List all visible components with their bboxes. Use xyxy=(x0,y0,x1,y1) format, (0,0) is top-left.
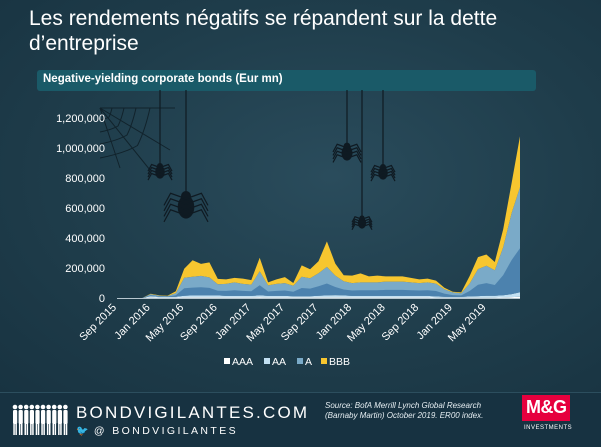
chart-title: Les rendements négatifs se répandent sur… xyxy=(29,7,498,55)
y-tick-label: 1,200,000 xyxy=(56,113,105,125)
legend-swatch-bbb xyxy=(321,358,327,364)
x-tick-label: Sep 2018 xyxy=(380,302,422,344)
background xyxy=(0,0,601,392)
area-aaa xyxy=(117,296,520,298)
area-bbb xyxy=(117,136,520,298)
footer: BONDVIGILANTES.COM 🐦 @ BONDVIGILANTES Sou… xyxy=(0,392,601,447)
twitter-handle-text: @ BONDVIGILANTES xyxy=(93,425,239,437)
mg-logo-text: M&G xyxy=(526,397,567,417)
mg-logo: M&G INVESTMENTS xyxy=(522,395,592,441)
legend-label-bbb: BBB xyxy=(329,356,350,368)
subtitle-bar: Negative-yielding corporate bonds (Eur m… xyxy=(37,70,536,91)
area-chart: 0 200,000 400,000 600,000 800,000 1,000,000 1,… xyxy=(56,90,520,368)
source-note: Source: BofA Merrill Lynch Global Resear… xyxy=(325,401,484,420)
legend-swatch-a xyxy=(297,358,303,364)
legend-label-aaa: AAA xyxy=(232,356,253,368)
y-tick-label: 200,000 xyxy=(65,263,105,275)
legend-label-a: A xyxy=(305,356,312,368)
area-a-shade xyxy=(117,248,520,298)
legend-swatch-aa xyxy=(264,358,270,364)
chart-subtitle: Negative-yielding corporate bonds (Eur m… xyxy=(43,73,283,85)
y-tick-label: 600,000 xyxy=(65,203,105,215)
mg-logo-icon xyxy=(522,395,570,421)
area-aa xyxy=(117,292,520,298)
legend-swatch-aaa xyxy=(224,358,230,364)
y-tick-label: 0 xyxy=(99,293,105,305)
area-a xyxy=(117,187,520,298)
chart-areas xyxy=(117,136,520,298)
chart-legend: AAA AA A BBB xyxy=(224,356,350,368)
brand-link[interactable]: BONDVIGILANTES.COM xyxy=(76,403,310,422)
mg-logo-subtext: INVESTMENTS xyxy=(524,425,573,431)
chart-axes: 0 200,000 400,000 600,000 800,000 1,000,000 1,… xyxy=(56,113,520,344)
twitter-handle[interactable]: 🐦 @ BONDVIGILANTES xyxy=(76,425,238,437)
y-tick-label: 800,000 xyxy=(65,173,105,185)
twitter-bird-icon: 🐦 xyxy=(76,426,91,437)
spider-decoration xyxy=(99,90,396,231)
x-tick-label: Sep 2015 xyxy=(77,302,119,344)
legend-label-aa: AA xyxy=(272,356,286,368)
y-tick-label: 400,000 xyxy=(65,233,105,245)
people-logo-icon xyxy=(12,404,68,435)
y-tick-label: 1,000,000 xyxy=(56,143,105,155)
x-tick-label: Sep 2017 xyxy=(279,302,321,344)
x-tick-label: Sep 2016 xyxy=(178,302,220,344)
